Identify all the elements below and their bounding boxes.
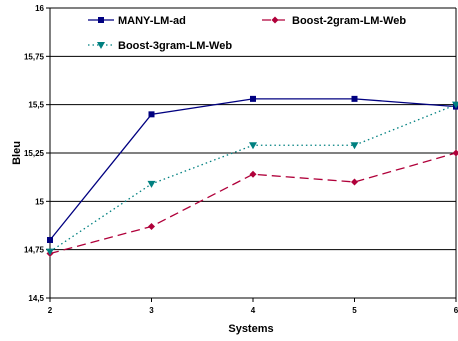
y-tick-labels: 14,5 14,75 15 15,25 15,5 15,75 16 (24, 4, 45, 303)
y-tick-label: 16 (35, 4, 44, 13)
data-point (350, 142, 359, 150)
data-point (250, 95, 256, 102)
y-tick-label: 14,75 (24, 246, 45, 255)
data-point (47, 237, 53, 243)
legend-marker (98, 17, 104, 23)
y-tick-label: 15,5 (28, 101, 44, 110)
legend-label: MANY-LM-ad (118, 15, 186, 27)
data-point (249, 170, 257, 178)
data-point (148, 111, 155, 118)
y-tick-label: 15,25 (24, 149, 45, 158)
x-tick-label: 2 (48, 306, 53, 315)
data-point (351, 95, 358, 102)
y-tick-label: 14,5 (28, 294, 44, 303)
series-line (49, 152, 457, 255)
data-point (452, 149, 458, 157)
legend-item: MANY-LM-ad (88, 15, 186, 27)
series-group (46, 95, 458, 258)
data-point (249, 142, 257, 150)
legend-item: Boost-3gram-LM-Web (88, 40, 232, 52)
data-point (148, 222, 155, 230)
y-tick-label: 15 (35, 197, 44, 206)
legend: MANY-LM-ad Boost-2gram-LM-Web Boost-3gram-… (88, 15, 406, 52)
y-axis-title: Bleu (11, 141, 23, 165)
legend-label: Boost-3gram-LM-Web (118, 40, 232, 52)
legend-label: Boost-2gram-LM-Web (292, 15, 406, 27)
x-axis-title: Systems (228, 323, 273, 335)
data-point (46, 248, 54, 256)
legend-marker (271, 16, 279, 24)
x-tick-label: 6 (454, 306, 458, 315)
series-3 (46, 101, 458, 256)
data-point (147, 180, 156, 188)
x-tick-labels: 2 3 4 5 6 (48, 306, 458, 315)
x-tick-label: 4 (251, 306, 256, 315)
y-tick-label: 15,75 (24, 52, 45, 61)
data-point (351, 178, 358, 186)
x-tick-label: 5 (352, 306, 357, 315)
legend-item: Boost-2gram-LM-Web (262, 15, 406, 27)
legend-marker (97, 42, 105, 49)
x-tick-label: 3 (149, 306, 154, 315)
data-point (452, 101, 458, 109)
